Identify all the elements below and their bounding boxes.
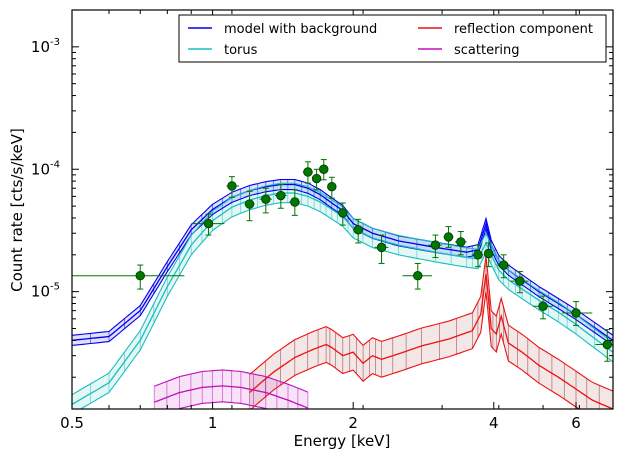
plot-frame [71, 9, 614, 410]
y-tick-exponent: -5 [50, 282, 60, 293]
data-point [303, 167, 313, 177]
data-point [571, 308, 581, 318]
torus-lower-line [79, 202, 613, 409]
x-axis-ticks: 0.5 1 2 4 6 [60, 10, 581, 432]
legend-label-model-with-background: model with background [224, 22, 377, 37]
legend: model with background reflection componen… [178, 14, 607, 63]
reflection-component-line [249, 273, 613, 409]
data-point [203, 218, 214, 229]
x-tick-label: 2 [348, 414, 358, 432]
y-tick-exponent: -3 [50, 37, 60, 48]
scattering-lower-line [176, 401, 270, 409]
y-tick-label: 10-3 [31, 37, 60, 56]
legend-label-scattering: scattering [454, 43, 520, 58]
data-point [413, 271, 423, 281]
x-tick-label: 0.5 [60, 414, 84, 432]
reflection-component-band [249, 255, 613, 409]
torus-upper-line [72, 182, 613, 396]
data-point [311, 173, 322, 184]
x-tick-label: 1 [208, 414, 218, 432]
y-tick-label: 10-5 [31, 282, 60, 301]
data-point [456, 237, 466, 247]
scattering-band [154, 369, 308, 409]
data-point [602, 339, 612, 350]
legend-label-reflection-component: reflection component [454, 22, 593, 37]
scattering-line [153, 385, 309, 409]
data-point [538, 301, 548, 311]
data-point [376, 242, 387, 253]
data-point [227, 181, 237, 191]
y-tick-base: 10 [31, 160, 50, 178]
data-point [290, 197, 300, 207]
data-point [353, 225, 363, 235]
y-tick-exponent: -4 [50, 159, 60, 170]
model-lines [72, 178, 613, 409]
y-tick-label: 10-4 [31, 159, 60, 178]
legend-box [178, 14, 607, 63]
data-point [473, 250, 483, 260]
data-point [338, 208, 348, 218]
data-point [498, 260, 509, 270]
data-point [430, 240, 441, 250]
x-axis-label: Energy [keV] [294, 432, 391, 450]
x-tick-label: 4 [489, 414, 499, 432]
reflection-component-lower-line [250, 291, 580, 409]
reflection-component-upper-line [249, 255, 613, 392]
scattering-upper-line [153, 369, 309, 393]
data-point [515, 276, 525, 286]
legend-label-torus: torus [224, 43, 258, 58]
data-points [72, 159, 613, 362]
y-tick-base: 10 [31, 38, 50, 56]
y-axis-label: Count rate [cts/s/keV] [8, 128, 26, 292]
data-point [261, 194, 271, 204]
data-point [276, 190, 286, 201]
x-tick-label: 6 [571, 414, 581, 432]
data-point [327, 182, 337, 192]
data-point [135, 271, 145, 281]
y-axis-ticks: 10-510-410-3 [31, 9, 613, 378]
data-point [319, 164, 329, 174]
data-point [443, 232, 454, 242]
data-point [244, 199, 255, 209]
data-point [483, 248, 494, 259]
y-tick-base: 10 [31, 283, 50, 301]
